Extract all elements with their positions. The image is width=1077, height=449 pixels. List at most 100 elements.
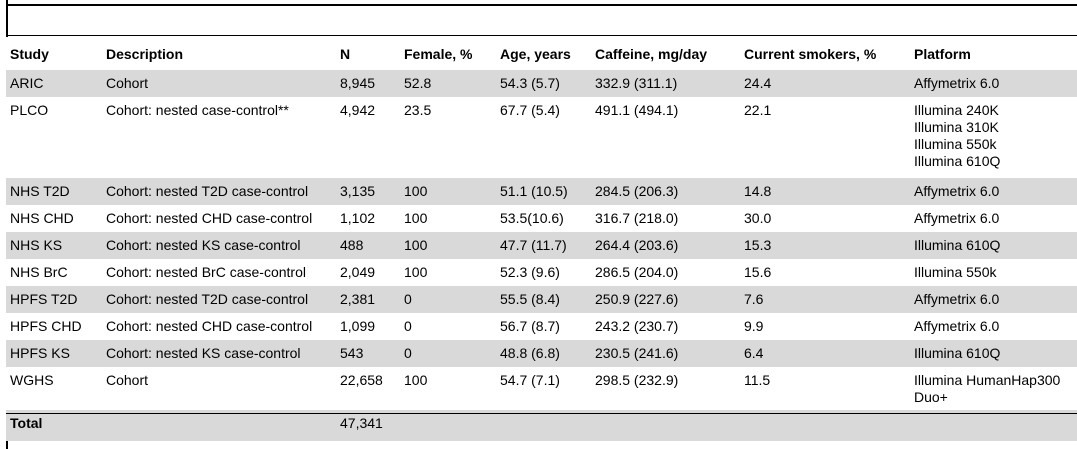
total-n: 47,341 [336, 410, 400, 441]
cell-age: 55.5 (8.4) [496, 286, 591, 313]
cell-age: 54.3 (5.7) [496, 70, 591, 97]
cell-platform: Affymetrix 6.0 [914, 210, 1000, 226]
cell-female: 0 [404, 318, 412, 334]
header-row: Study Description N Female, % Age, years… [6, 37, 1077, 70]
cell-caffeine: 332.9 (311.1) [591, 70, 740, 97]
cell-platform: Affymetrix 6.0 [914, 318, 1000, 334]
cell-study: NHS KS [6, 232, 102, 259]
cell-age: 47.7 (11.7) [496, 232, 591, 259]
study-table: Study Description N Female, % Age, years… [6, 37, 1077, 441]
cell-description: Cohort [106, 372, 149, 388]
cell-n: 4,942 [340, 102, 376, 118]
cell-caffeine: 243.2 (230.7) [595, 318, 679, 334]
cell-platform: Illumina 550k [914, 264, 997, 280]
header-rule [6, 35, 1077, 36]
cell-study: HPFS KS [6, 340, 102, 367]
cell-female: 52.8 [400, 70, 496, 97]
cell-platform: Affymetrix 6.0 [910, 286, 1077, 313]
table-row: ARIC Cohort 8,945 52.8 54.3 (5.7) 332.9 … [6, 70, 1077, 97]
cell-description: Cohort: nested CHD case-control [106, 210, 313, 226]
cell-n: 3,135 [336, 178, 400, 205]
bottom-rule [6, 413, 1077, 414]
cell-age: 54.7 (7.1) [500, 372, 560, 388]
cell-caffeine: 284.5 (206.3) [591, 178, 740, 205]
cell-description: Cohort: nested KS case-control [102, 232, 336, 259]
table-row: NHS T2D Cohort: nested T2D case-control … [6, 178, 1077, 205]
col-description: Description [106, 45, 184, 62]
cell-age: 56.7 (8.7) [500, 318, 560, 334]
col-smokers: Current smokers, % [744, 45, 877, 62]
table-row: NHS BrC Cohort: nested BrC case-control … [6, 259, 1077, 286]
cell-description: Cohort: nested KS case-control [102, 340, 336, 367]
table-row: PLCO Cohort: nested case-control** 4,942… [6, 97, 1077, 178]
cell-age: 52.3 (9.6) [500, 264, 560, 280]
cell-female: 100 [400, 232, 496, 259]
cell-caffeine: 230.5 (241.6) [591, 340, 740, 367]
cell-age: 48.8 (6.8) [496, 340, 591, 367]
cell-caffeine: 298.5 (232.9) [595, 372, 679, 388]
total-empty [591, 410, 740, 441]
cell-smokers: 15.6 [744, 264, 772, 280]
cell-platform: Illumina 610Q [910, 232, 1077, 259]
total-empty [910, 410, 1077, 441]
top-rule [6, 4, 1077, 6]
cell-caffeine: 316.7 (218.0) [595, 210, 679, 226]
cell-smokers: 30.0 [744, 210, 772, 226]
col-female: Female, % [404, 45, 473, 62]
cell-female: 0 [400, 286, 496, 313]
cell-smokers: 9.9 [744, 318, 764, 334]
cell-n: 8,945 [336, 70, 400, 97]
cell-study: PLCO [10, 102, 49, 118]
cell-smokers: 14.8 [740, 178, 910, 205]
cell-n: 2,049 [340, 264, 376, 280]
table-body: ARIC Cohort 8,945 52.8 54.3 (5.7) 332.9 … [6, 70, 1077, 441]
cell-description: Cohort: nested CHD case-control [106, 318, 313, 334]
cell-caffeine: 286.5 (204.0) [595, 264, 679, 280]
cell-study: HPFS T2D [6, 286, 102, 313]
cell-study: NHS CHD [10, 210, 74, 226]
cell-caffeine: 250.9 (227.6) [591, 286, 740, 313]
cell-age: 51.1 (10.5) [496, 178, 591, 205]
cell-female: 0 [400, 340, 496, 367]
cell-female: 100 [404, 264, 428, 280]
cell-smokers: 11.5 [744, 372, 771, 388]
cell-smokers: 15.3 [740, 232, 910, 259]
cell-caffeine: 491.1 (494.1) [595, 102, 679, 118]
cell-platform: Affymetrix 6.0 [910, 70, 1077, 97]
cell-female: 23.5 [404, 102, 432, 118]
cell-study: NHS BrC [10, 264, 68, 280]
cell-study: NHS T2D [6, 178, 102, 205]
cell-n: 488 [336, 232, 400, 259]
col-caffeine: Caffeine, mg/day [595, 45, 708, 62]
table-row: NHS KS Cohort: nested KS case-control 48… [6, 232, 1077, 259]
cell-female: 100 [400, 178, 496, 205]
total-empty [102, 410, 336, 441]
cell-age: 53.5(10.6) [500, 210, 564, 226]
cell-description: Cohort: nested T2D case-control [102, 286, 336, 313]
cell-study: HPFS CHD [10, 318, 82, 334]
cell-study: WGHS [10, 372, 54, 388]
col-n: N [340, 45, 351, 62]
total-row: Total 47,341 [6, 410, 1077, 441]
total-label: Total [6, 410, 102, 441]
cell-smokers: 24.4 [740, 70, 910, 97]
cell-description: Cohort [102, 70, 336, 97]
cell-age: 67.7 (5.4) [500, 102, 560, 118]
col-age: Age, years [500, 45, 571, 62]
table-row: NHS CHD Cohort: nested CHD case-control … [6, 205, 1077, 232]
cell-smokers: 7.6 [740, 286, 910, 313]
table-row: HPFS T2D Cohort: nested T2D case-control… [6, 286, 1077, 313]
cell-description: Cohort: nested T2D case-control [102, 178, 336, 205]
cell-study: ARIC [6, 70, 102, 97]
cell-platform: Illumina 610Q [910, 340, 1077, 367]
left-edge [6, 0, 8, 37]
col-study: Study [10, 45, 49, 62]
cell-platform: Illumina HumanHap300 Duo+ [914, 372, 1061, 405]
total-empty [400, 410, 496, 441]
cell-n: 22,658 [340, 372, 383, 388]
total-empty [740, 410, 910, 441]
cell-smokers: 6.4 [740, 340, 910, 367]
cell-platform: Illumina 240K Illumina 310K Illumina 550… [914, 102, 1001, 169]
cell-description: Cohort: nested case-control** [106, 102, 289, 118]
table-row: HPFS KS Cohort: nested KS case-control 5… [6, 340, 1077, 367]
